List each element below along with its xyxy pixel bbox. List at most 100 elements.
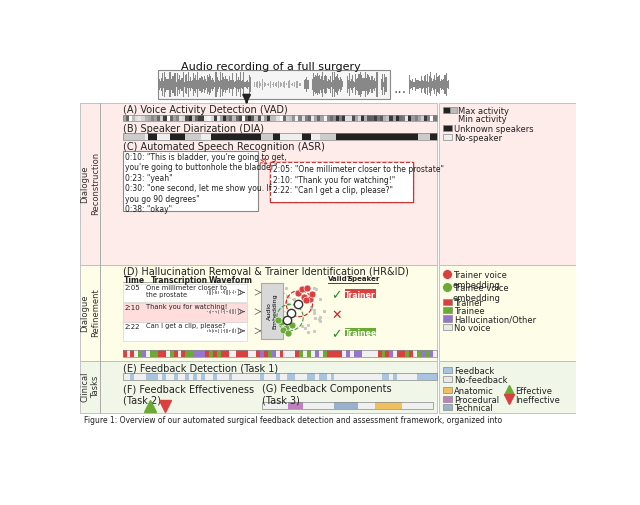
Bar [276,133,280,140]
Bar [447,81,448,88]
Bar [329,80,330,89]
Bar [260,373,264,380]
Bar [418,133,421,140]
Bar [389,350,394,357]
Bar [236,373,241,380]
Bar [367,133,371,140]
Bar [378,77,380,92]
Bar [381,350,385,357]
Bar [255,82,257,87]
Bar [182,78,183,90]
Text: Unknown speakers: Unknown speakers [454,125,534,134]
Bar [168,79,169,90]
Bar [198,115,201,121]
Text: Trainee voice
embedding: Trainee voice embedding [452,284,508,304]
Bar [195,115,198,121]
Bar [333,115,336,121]
Bar [245,115,248,121]
Bar [236,350,241,357]
Bar [235,81,236,88]
Bar [228,81,229,87]
Bar [305,133,308,140]
Bar [319,350,323,357]
Bar [255,133,257,140]
Bar [303,350,307,357]
Bar [264,373,268,380]
Bar [371,115,374,121]
Text: One millimeter closer to
the prostate: One millimeter closer to the prostate [146,285,227,297]
Bar [187,81,188,88]
Bar [141,133,145,140]
Bar [186,133,189,140]
Bar [413,82,415,87]
Bar [312,73,314,96]
Bar [220,72,221,97]
Text: Speaker: Speaker [348,276,380,282]
Bar [247,80,248,89]
Bar [355,133,358,140]
Bar [232,80,234,89]
Bar [217,350,221,357]
Bar [346,115,349,121]
Bar [201,115,204,121]
Bar [362,350,366,357]
Bar [270,162,413,203]
Bar [241,81,242,88]
Bar [319,373,323,380]
Bar [145,115,148,121]
Bar [420,81,421,88]
Bar [123,150,259,211]
Bar [205,350,209,357]
Bar [177,373,182,380]
Bar [373,80,374,89]
Bar [229,133,232,140]
Bar [222,73,223,96]
Bar [380,72,381,97]
Bar [198,133,201,140]
Bar [311,115,314,121]
Bar [443,316,452,322]
Text: Hallucination/Other: Hallucination/Other [454,316,536,325]
Bar [439,361,576,413]
Bar [248,133,252,140]
Bar [319,75,320,94]
Bar [175,81,177,88]
Bar [182,133,186,140]
Bar [191,133,195,140]
Bar [369,77,370,92]
Bar [294,82,295,87]
Bar [238,329,239,333]
Bar [226,329,227,333]
Bar [433,115,436,121]
Bar [193,350,197,357]
Bar [330,76,331,93]
Bar [218,80,219,89]
Bar [162,350,166,357]
Text: Valid?: Valid? [328,276,352,282]
Bar [307,373,311,380]
Bar [213,373,217,380]
Bar [261,283,283,339]
Bar [244,373,248,380]
Bar [158,373,162,380]
Bar [443,107,450,113]
Bar [232,115,236,121]
Bar [257,115,260,121]
Bar [238,77,239,92]
Bar [354,373,358,380]
Bar [448,80,449,89]
Bar [226,80,227,89]
Bar [445,81,446,88]
Bar [207,330,208,332]
Bar [248,115,252,121]
Bar [292,115,295,121]
Bar [372,76,373,92]
Bar [320,79,321,90]
Bar [267,115,270,121]
Text: Time: Time [124,276,145,285]
Bar [127,373,131,380]
Bar [242,115,245,121]
Bar [210,330,211,332]
Text: No-feedback: No-feedback [454,376,508,385]
Bar [189,115,191,121]
